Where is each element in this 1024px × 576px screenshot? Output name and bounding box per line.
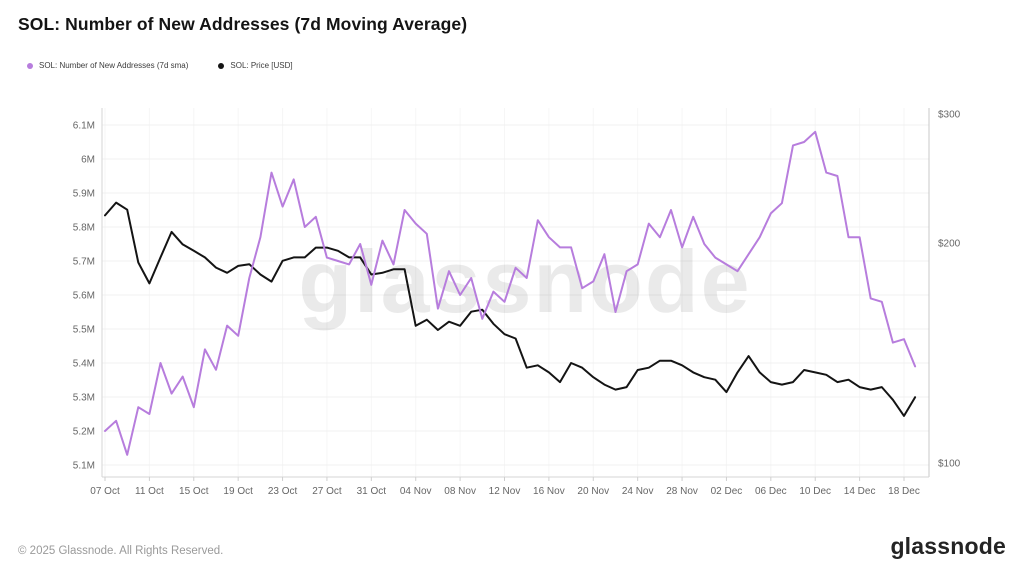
legend-dot-purple-icon — [27, 62, 33, 69]
addresses-line — [104, 130, 917, 456]
x-tick-label: 23 Oct — [268, 486, 298, 497]
y-right-tick-label: $200 — [938, 238, 961, 249]
x-tick-label: 04 Nov — [400, 486, 432, 497]
y-left-tick-label: 6.1M — [73, 121, 95, 132]
legend-dot-black-icon — [218, 62, 225, 69]
x-tick-label: 02 Dec — [711, 486, 743, 497]
glassnode-logo: glassnode — [890, 533, 1006, 559]
y-right-tick-label: $100 — [938, 459, 961, 470]
x-tick-label: 12 Nov — [489, 486, 521, 497]
x-tick-label: 06 Dec — [755, 486, 787, 497]
x-tick-label: 19 Oct — [223, 486, 253, 497]
y-left-tick-label: 5.3M — [73, 393, 95, 404]
y-left-tick-label: 5.7M — [73, 257, 95, 268]
page-title: SOL: Number of New Addresses (7d Moving … — [18, 14, 468, 34]
legend-label-price: SOL: Price [USD] — [230, 61, 293, 70]
x-tick-label: 14 Dec — [844, 486, 876, 497]
x-tick-label: 07 Oct — [90, 486, 120, 497]
x-tick-label: 31 Oct — [357, 486, 387, 497]
price-line — [104, 201, 917, 417]
y-right-tick-label: $300 — [938, 110, 961, 121]
legend-item-price[interactable]: SOL: Price [USD] — [218, 61, 293, 70]
x-tick-label: 28 Nov — [666, 486, 698, 497]
x-tick-label: 10 Dec — [799, 486, 831, 497]
copyright-text: © 2025 Glassnode. All Rights Reserved. — [18, 545, 224, 557]
y-left-tick-label: 5.2M — [73, 427, 95, 438]
x-tick-label: 11 Oct — [135, 486, 164, 497]
watermark-text: glassnode — [298, 232, 751, 331]
x-tick-label: 16 Nov — [533, 486, 565, 497]
legend-label-new-addresses: SOL: Number of New Addresses (7d sma) — [39, 61, 189, 70]
y-left-tick-label: 5.4M — [73, 359, 95, 370]
x-tick-label: 15 Oct — [179, 486, 209, 497]
y-left-tick-label: 5.8M — [73, 223, 95, 234]
y-left-tick-label: 5.5M — [73, 325, 95, 336]
y-left-tick-label: 5.1M — [73, 461, 95, 472]
y-left-tick-label: 5.6M — [73, 291, 95, 302]
x-tick-label: 27 Oct — [312, 486, 342, 497]
legend-item-new-addresses[interactable]: SOL: Number of New Addresses (7d sma) — [27, 61, 188, 70]
x-tick-label: 20 Nov — [577, 486, 609, 497]
y-left-tick-label: 5.9M — [73, 189, 95, 200]
x-tick-label: 18 Dec — [888, 486, 920, 497]
x-tick-label: 08 Nov — [444, 486, 476, 497]
y-left-tick-label: 6M — [81, 155, 95, 166]
chart-legend: SOL: Number of New Addresses (7d sma) SO… — [27, 61, 293, 70]
x-tick-label: 24 Nov — [622, 486, 654, 497]
